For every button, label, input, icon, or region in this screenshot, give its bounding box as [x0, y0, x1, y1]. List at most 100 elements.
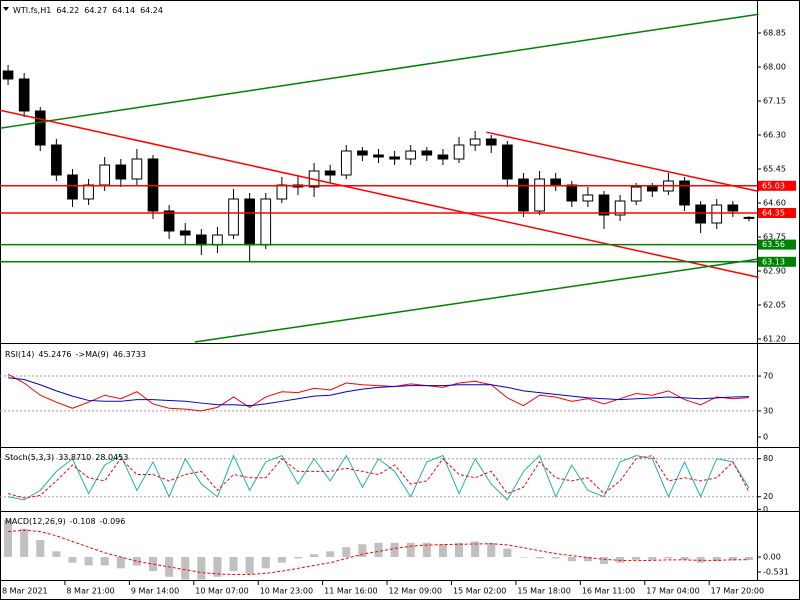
macd-bar [438, 544, 447, 558]
x-tick-label: 8 Mar 21:00 [66, 587, 114, 596]
candle-body [260, 198, 272, 246]
candle-body [179, 230, 191, 236]
candle-body [244, 198, 255, 246]
trend-line [0, 109, 759, 279]
x-tick-label: 8 Mar 2021 [2, 587, 48, 596]
price-level-tag [758, 256, 796, 267]
y-tick-label: 63.75 [763, 233, 786, 242]
y-tick-label: 20 [763, 492, 773, 501]
candle-body [550, 178, 562, 186]
macd-bar [213, 557, 222, 577]
candle-body [51, 144, 62, 176]
series-line [7, 373, 749, 412]
candle-body [711, 204, 723, 224]
y-tick-label: 64.60 [763, 199, 786, 208]
macd-bar [664, 557, 673, 559]
macd-bar [342, 547, 351, 558]
x-tick-label: 17 Mar 20:00 [711, 587, 764, 596]
y-tick-label: 0.00 [763, 553, 781, 562]
macd-bar [712, 557, 721, 562]
ohlc-open: 64.22 [56, 6, 79, 15]
candle-body [743, 216, 755, 219]
candle-body [630, 186, 642, 202]
series-line [7, 377, 749, 407]
readout-value: 28.0453 [95, 453, 128, 462]
x-tick-label: 10 Mar 07:00 [195, 587, 248, 596]
macd-bar [20, 528, 29, 558]
candle-body [727, 204, 739, 212]
readout-value: 46.3733 [113, 350, 146, 359]
macd-bar [4, 520, 13, 558]
candle-body [357, 150, 368, 156]
candle-body [598, 194, 610, 216]
candle-body [131, 158, 143, 180]
y-tick-label: 62.90 [763, 267, 786, 276]
macd-bar [471, 541, 480, 558]
y-tick-label: 68.85 [763, 29, 786, 38]
candle-body [18, 78, 30, 112]
candle-body [518, 178, 529, 212]
candle-body [115, 164, 127, 180]
readout-value: -0.108 [70, 517, 96, 526]
macd-bar [455, 542, 464, 558]
candle-body [437, 154, 449, 160]
y-tick-label: 68.00 [763, 63, 786, 72]
price-level-label: 65.03 [762, 181, 785, 190]
indicator-readout: Stoch(5,3,3) 33.8710 28.0453 [5, 453, 128, 462]
candle-body [340, 150, 352, 176]
candle-body [646, 186, 658, 192]
candle-body [421, 150, 433, 156]
candle-body [67, 174, 78, 200]
ohlc-low: 64.14 [112, 6, 135, 15]
trend-line [0, 13, 759, 129]
candle-body [276, 184, 288, 200]
price-level-tag [758, 208, 796, 218]
macd-bar [503, 548, 512, 558]
y-tick-label: 80 [763, 454, 773, 463]
candle-body [147, 158, 159, 212]
price-level-label: 64.35 [762, 209, 785, 218]
macd-bar [374, 542, 383, 558]
y-tick-label: 67.15 [763, 97, 786, 106]
y-tick-label: 61.20 [763, 335, 786, 344]
x-tick-label: 15 Mar 18:00 [517, 587, 570, 596]
x-tick-label: 12 Mar 09:00 [389, 587, 442, 596]
readout-name: RSI(14) [5, 350, 34, 359]
candle-body [373, 154, 384, 158]
readout-name: MACD(12,26,9) [5, 517, 66, 526]
macd-bar [599, 557, 609, 565]
price-level-label: 63.13 [762, 257, 785, 266]
macd-bar [100, 557, 109, 566]
candle-body [405, 150, 417, 160]
macd-bar [519, 557, 528, 558]
x-tick-label: 15 Mar 02:00 [453, 587, 506, 596]
macd-bar [616, 557, 625, 563]
macd-bar [181, 557, 190, 580]
macd-bar [277, 557, 286, 563]
ohlc-close: 64.24 [140, 6, 163, 15]
ohlc-high: 64.27 [84, 6, 107, 15]
macd-bar [487, 542, 496, 558]
macd-bar [744, 557, 753, 561]
macd-bar [358, 544, 367, 558]
candle-body [212, 234, 223, 246]
y-tick-label: 65.45 [763, 165, 786, 174]
candle-body [582, 194, 594, 202]
chart-title: WTI.fs,H1 64.22 64.27 64.14 64.24 [13, 6, 163, 15]
candle-body [99, 164, 111, 186]
macd-bar [648, 557, 657, 560]
macd-bar [680, 557, 689, 560]
macd-bar [535, 557, 544, 559]
y-tick-label: 30 [763, 406, 773, 415]
series-line [7, 454, 750, 501]
macd-bar [406, 542, 415, 558]
candle-body [566, 184, 578, 202]
macd-bar [84, 557, 93, 566]
y-tick-label: 66.30 [763, 131, 786, 140]
macd-bar [551, 557, 560, 559]
symbol-menu-arrow[interactable] [3, 7, 9, 11]
readout-value: -0.096 [100, 517, 126, 526]
x-tick-label: 11 Mar 16:00 [324, 587, 377, 596]
